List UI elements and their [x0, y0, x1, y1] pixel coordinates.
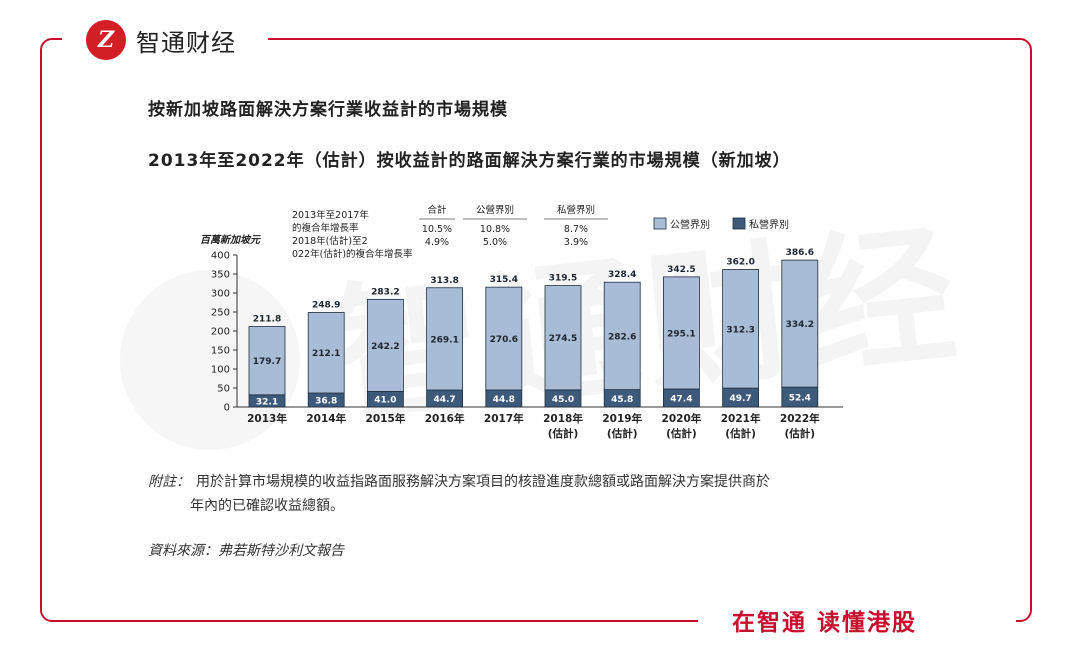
bar-total-label: 283.2	[371, 287, 399, 297]
x-tick-label: 2019年	[602, 412, 642, 425]
x-tick-label: 2022年	[780, 412, 820, 425]
bar-private-label: 52.4	[789, 394, 811, 404]
cagr-value: 10.5%	[422, 224, 452, 235]
bar-private-label: 32.1	[256, 397, 278, 407]
legend-label: 公營界別	[670, 218, 710, 231]
bar-public	[663, 276, 700, 390]
cagr-value: 10.8%	[480, 224, 510, 235]
legend-swatch	[732, 217, 746, 230]
bar-total-label: 211.8	[253, 315, 281, 325]
bar-total-label: 315.4	[490, 275, 518, 285]
bar-public-label: 295.1	[667, 329, 695, 339]
x-tick-label: 2021年	[721, 412, 761, 425]
y-tick-label: 50	[217, 384, 230, 395]
brand-logo: Z 智通财经	[86, 18, 236, 62]
legend-swatch	[653, 217, 667, 230]
frame-gap-bottom	[698, 606, 1016, 636]
bar-total-label: 319.5	[549, 274, 577, 284]
brand-name: 智通财经	[136, 28, 236, 57]
y-tick-label: 300	[211, 289, 230, 300]
brand-logo-icon: Z	[86, 20, 126, 60]
cagr-col-header: 合計	[427, 204, 447, 216]
footnote: 附註： 用於計算市場規模的收益指路面服務解決方案項目的核證進度款總額或路面解決方案…	[148, 470, 948, 518]
cagr-col-header: 公營界別	[476, 204, 514, 216]
bar-public	[485, 286, 523, 391]
bar-private-label: 45.0	[552, 395, 574, 405]
bar-public	[307, 312, 345, 394]
bar-public	[366, 298, 404, 392]
bar-public	[544, 285, 582, 391]
cagr-col-header: 私營界別	[557, 204, 595, 216]
slogan: 在智通 读懂港股	[732, 610, 918, 636]
bar-public-label: 274.5	[549, 334, 577, 344]
y-tick-label: 250	[211, 308, 230, 319]
x-tick-label: (估計)	[784, 427, 815, 440]
bar-private-label: 45.8	[611, 395, 633, 405]
x-tick-label: (估計)	[725, 427, 756, 440]
y-tick-label: 400	[211, 251, 230, 262]
bar-total-label: 342.5	[667, 265, 695, 275]
bar-private-label: 41.0	[374, 396, 396, 406]
bar-public-label: 312.3	[726, 325, 754, 335]
bar-private-label: 36.8	[315, 397, 337, 407]
bar-total-label: 362.0	[726, 257, 754, 267]
cagr-row-label: 2013年至2017年	[292, 209, 369, 221]
y-axis-label: 百萬新加坡元	[200, 234, 261, 246]
bar-public	[248, 326, 286, 396]
bar-total-label: 328.4	[608, 270, 636, 280]
cagr-value: 4.9%	[425, 237, 449, 248]
bar-private-label: 44.8	[493, 395, 515, 405]
bar-public-label: 270.6	[490, 335, 518, 345]
cagr-row-label: 022年(估計)的複合年增長率	[292, 248, 413, 260]
cagr-row-label: 的複合年增長率	[292, 222, 359, 234]
cagr-value: 8.7%	[564, 224, 588, 235]
x-tick-label: 2017年	[484, 412, 524, 425]
bar-private-label: 47.4	[670, 394, 692, 404]
x-tick-label: (估計)	[548, 427, 579, 440]
cagr-row-label: 2018年(估計)至2	[292, 235, 368, 247]
y-tick-label: 200	[211, 327, 230, 338]
x-tick-label: 2016年	[425, 412, 465, 425]
bar-total-label: 248.9	[312, 300, 340, 310]
bar-total-label: 313.8	[430, 276, 458, 286]
y-tick-label: 0	[224, 403, 230, 414]
cagr-value: 3.9%	[564, 237, 588, 248]
content-frame	[40, 38, 1032, 622]
legend-label: 私營界別	[749, 218, 789, 231]
x-tick-label: (估計)	[666, 427, 697, 440]
source-note: 資料來源：弗若斯特沙利文報告	[148, 543, 344, 559]
bar-public	[781, 259, 819, 388]
bar-public-label: 334.2	[786, 320, 814, 330]
bar-public-label: 179.7	[253, 357, 281, 367]
x-tick-label: 2018年	[543, 412, 583, 425]
y-tick-label: 350	[211, 270, 230, 281]
bar-public-label: 282.6	[608, 332, 636, 342]
page-title: 按新加坡路面解決方案行業收益計的市場規模	[148, 100, 508, 120]
cagr-value: 5.0%	[483, 237, 507, 248]
x-tick-label: 2013年	[247, 412, 287, 425]
bar-private-label: 44.7	[433, 395, 455, 405]
bar-public	[722, 269, 759, 389]
bar-private-label: 49.7	[729, 394, 751, 404]
bar-total-label: 386.6	[786, 248, 814, 258]
footnote-line2: 年內的已確認收益總額。	[190, 498, 344, 514]
footnote-label: 附註：	[148, 474, 190, 490]
y-tick-label: 150	[211, 346, 230, 357]
bar-public-label: 212.1	[312, 349, 340, 359]
x-tick-label: (估計)	[607, 427, 638, 440]
y-tick-label: 100	[211, 365, 230, 376]
bar-public-label: 242.2	[371, 342, 399, 352]
footnote-line1: 用於計算市場規模的收益指路面服務解決方案項目的核證進度款總額或路面解決方案提供商…	[196, 474, 770, 490]
chart-title: 2013年至2022年（估計）按收益計的路面解決方案行業的市場規模（新加坡）	[148, 151, 791, 171]
bar-public	[426, 287, 464, 391]
bar-public	[603, 281, 641, 390]
bar-public-label: 269.1	[430, 335, 458, 345]
x-tick-label: 2014年	[306, 412, 346, 425]
x-tick-label: 2020年	[662, 412, 702, 425]
x-tick-label: 2015年	[366, 412, 406, 425]
